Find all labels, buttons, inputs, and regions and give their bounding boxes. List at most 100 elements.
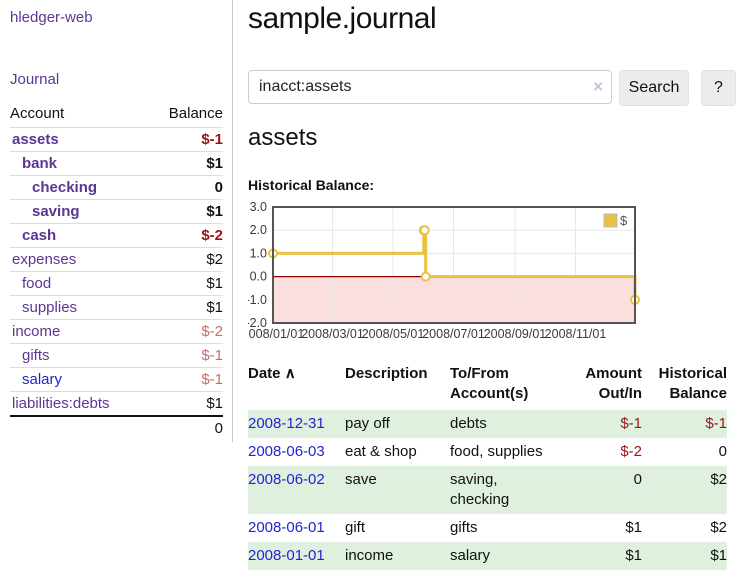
account-heading: assets [248, 124, 318, 151]
transaction-date-link[interactable]: 2008-06-03 [248, 443, 325, 460]
account-balance: $1 [147, 151, 223, 176]
account-row: gifts $-1 [10, 343, 223, 368]
register-header-balance: Historical Balance [658, 365, 727, 402]
sort-ascending-icon: ∧ [284, 365, 296, 382]
transaction-description: income [345, 542, 450, 570]
page-title: sample.journal [248, 2, 437, 35]
account-balance: $-2 [147, 223, 223, 248]
register-header-description: Description [345, 365, 428, 382]
account-link-salary[interactable]: salary [22, 371, 63, 388]
account-row: supplies $1 [10, 295, 223, 320]
transaction-date-link[interactable]: 2008-12-31 [248, 415, 325, 432]
transaction-balance: $-1 [642, 410, 727, 438]
transaction-balance: 0 [718, 443, 727, 460]
transaction-balance: $2 [642, 466, 727, 514]
account-balance: $-1 [147, 127, 223, 152]
accounts-total-row: 0 [10, 415, 223, 440]
transaction-amount: $-1 [568, 410, 642, 438]
account-link-expenses[interactable]: expenses [12, 251, 77, 268]
transaction-accounts: salary [450, 542, 568, 570]
transaction-date-cell: 2008-06-03 [248, 438, 345, 466]
svg-text:$: $ [620, 213, 628, 228]
search-row: × Search ? [248, 70, 742, 106]
account-balance: $1 [147, 295, 223, 320]
svg-text:2008/05/01: 2008/05/01 [362, 327, 425, 341]
accounts-total-value: 0 [147, 415, 223, 440]
transaction-row: 2008-06-01 gift gifts $1 $2 [248, 514, 727, 542]
transaction-accounts: gifts [450, 519, 478, 536]
accounts-table: Account Balance assets $-1 bank $1 checking 0… [10, 102, 223, 440]
account-link-liabilities-debts[interactable]: liabilities:debts [12, 395, 110, 412]
transaction-date-cell: 2008-01-01 [248, 542, 345, 570]
account-link-saving[interactable]: saving [32, 203, 80, 220]
transaction-date-link[interactable]: 2008-06-01 [248, 519, 325, 536]
transaction-row: 2008-06-03 eat & shop food, supplies $-2 0 [248, 438, 727, 466]
transaction-amount: 0 [568, 466, 642, 514]
historical-balance-chart: $3.0 2.0 1.0 0.0 -1.0 -2.02008/01/012008/03/0… [242, 198, 642, 348]
account-link-bank[interactable]: bank [22, 155, 58, 172]
transaction-amount: $-2 [620, 443, 642, 460]
account-row: salary $-1 [10, 367, 223, 392]
transaction-description: save [345, 466, 450, 514]
account-balance: $-1 [147, 367, 223, 392]
account-link-food[interactable]: food [22, 275, 52, 292]
register-header-date[interactable]: Date ∧ [248, 365, 296, 382]
account-balance: $1 [147, 199, 223, 224]
transaction-accounts: debts [450, 410, 568, 438]
svg-text:2.0: 2.0 [250, 223, 267, 237]
account-row: cash $-2 [10, 223, 223, 248]
account-balance: $1 [147, 271, 223, 296]
svg-text:3.0: 3.0 [250, 200, 267, 214]
account-row: food $1 [10, 271, 223, 296]
sidebar-divider [232, 0, 233, 442]
svg-text:2008/09/01: 2008/09/01 [484, 327, 547, 341]
account-balance: $-1 [147, 343, 223, 368]
transaction-description: eat & shop [345, 443, 417, 460]
account-link-checking[interactable]: checking [32, 179, 98, 196]
account-link-assets[interactable]: assets [12, 131, 59, 148]
transaction-balance: $2 [710, 519, 727, 536]
clear-search-icon[interactable]: × [593, 77, 603, 96]
account-row: checking 0 [10, 175, 223, 200]
account-balance: $1 [147, 391, 223, 416]
account-link-gifts[interactable]: gifts [22, 347, 50, 364]
account-row: assets $-1 [10, 127, 223, 152]
svg-text:-2.0: -2.0 [248, 316, 267, 330]
transaction-date-cell: 2008-06-01 [248, 514, 345, 542]
account-row: saving $1 [10, 199, 223, 224]
register-header-accounts: To/From Account(s) [450, 365, 529, 402]
svg-text:-1.0: -1.0 [248, 293, 267, 307]
svg-text:2008/11/01: 2008/11/01 [545, 327, 607, 341]
transaction-row: 2008-12-31 pay off debts $-1 $-1 [248, 410, 727, 438]
account-row: expenses $2 [10, 247, 223, 272]
brand-link[interactable]: hledger-web [10, 9, 93, 26]
account-balance: 0 [147, 175, 223, 200]
accounts-header-balance: Balance [168, 105, 223, 122]
transaction-date-cell: 2008-12-31 [248, 410, 345, 438]
transaction-row: 2008-01-01 income salary $1 $1 [248, 542, 727, 570]
search-button[interactable]: Search [619, 70, 689, 106]
transaction-row: 2008-06-02 save saving, checking 0 $2 [248, 466, 727, 514]
register-header-amount: Amount Out/In [585, 365, 642, 402]
transaction-date-link[interactable]: 2008-01-01 [248, 547, 325, 564]
transaction-accounts: food, supplies [450, 443, 543, 460]
svg-text:1.0: 1.0 [250, 246, 267, 260]
svg-text:2008/03/01: 2008/03/01 [301, 327, 364, 341]
chart-title: Historical Balance: [248, 177, 375, 193]
account-row: income $-2 [10, 319, 223, 344]
account-link-cash[interactable]: cash [22, 227, 57, 244]
account-row: liabilities:debts $1 [10, 391, 223, 416]
transaction-date-link[interactable]: 2008-06-02 [248, 471, 325, 488]
transaction-date-cell: 2008-06-02 [248, 466, 345, 514]
account-balance: $-2 [147, 319, 223, 344]
transaction-amount: $1 [568, 542, 642, 570]
help-button[interactable]: ? [701, 70, 736, 106]
sidebar-item-journal[interactable]: Journal [10, 71, 60, 88]
account-link-income[interactable]: income [12, 323, 61, 340]
search-input[interactable] [248, 70, 612, 104]
register-table: Date ∧ Description To/From Account(s) Am… [248, 362, 727, 570]
transaction-description: pay off [345, 410, 450, 438]
accounts-header-account: Account [10, 105, 65, 122]
account-link-supplies[interactable]: supplies [22, 299, 78, 316]
account-row: bank $1 [10, 151, 223, 176]
